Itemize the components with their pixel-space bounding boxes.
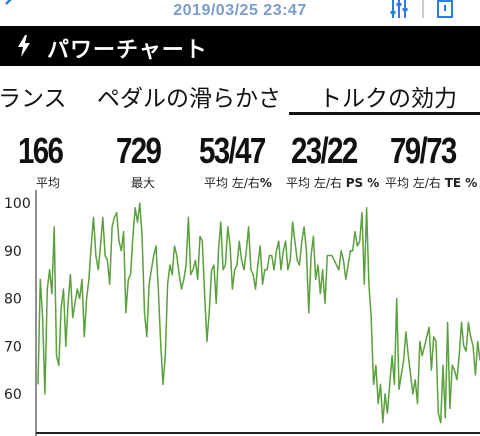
tab-torque-effectiveness[interactable]: トルクの効力 bbox=[319, 86, 457, 112]
stat-balance-value: 53/47 bbox=[199, 130, 266, 171]
stat-balance-label: 平均 左/右% bbox=[204, 176, 272, 190]
lightning-bolt-icon bbox=[18, 35, 30, 57]
export-icon[interactable] bbox=[436, 0, 454, 18]
tab-balance[interactable]: ランス bbox=[0, 86, 67, 112]
stat-average-label: 平均 bbox=[36, 176, 61, 190]
stat-ps-value: 23/22 bbox=[291, 130, 358, 171]
page-title: パワーチャート bbox=[47, 38, 208, 63]
y-tick-label: 70 bbox=[4, 339, 22, 355]
back-arrow-icon[interactable] bbox=[0, 0, 20, 16]
chart-canvas: 100 90 80 70 60 bbox=[4, 190, 480, 436]
y-tick-label: 60 bbox=[4, 387, 22, 403]
series-line bbox=[37, 202, 480, 424]
filter-settings-icon[interactable] bbox=[389, 0, 409, 20]
status-bar: 2019/03/25 23:47 bbox=[0, 0, 480, 26]
page-header: パワーチャート bbox=[0, 26, 480, 66]
stat-average-value: 166 bbox=[18, 130, 64, 171]
toolbar-divider bbox=[422, 0, 424, 18]
torque-effectiveness-chart: 100 90 80 70 60 bbox=[0, 190, 480, 436]
stat-te-label: 平均 左/右 TE % bbox=[385, 176, 478, 190]
y-tick-label: 100 bbox=[4, 196, 31, 212]
stat-max-label: 最大 bbox=[131, 176, 156, 190]
y-tick-label: 90 bbox=[4, 244, 22, 260]
ride-timestamp: 2019/03/25 23:47 bbox=[173, 2, 307, 19]
y-tick-label: 80 bbox=[4, 292, 22, 308]
active-tab-indicator bbox=[289, 112, 480, 115]
stat-ps-label: 平均 左/右 PS % bbox=[286, 176, 380, 190]
stat-max-value: 729 bbox=[116, 130, 162, 171]
tab-pedal-smoothness[interactable]: ペダルの滑らかさ bbox=[97, 86, 281, 112]
stat-te-value: 79/73 bbox=[390, 130, 457, 171]
